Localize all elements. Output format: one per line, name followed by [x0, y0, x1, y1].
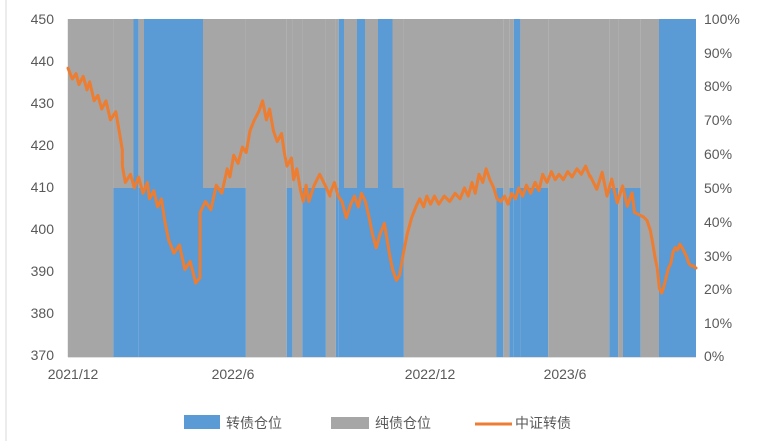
svg-text:50%: 50% — [704, 180, 732, 196]
svg-text:450: 450 — [31, 11, 55, 27]
svg-text:390: 390 — [31, 263, 55, 279]
svg-text:90%: 90% — [704, 45, 732, 61]
svg-text:纯债仓位: 纯债仓位 — [375, 415, 431, 431]
svg-text:20%: 20% — [704, 281, 732, 297]
svg-text:440: 440 — [31, 53, 55, 69]
svg-text:60%: 60% — [704, 146, 732, 162]
svg-text:10%: 10% — [704, 315, 732, 331]
svg-text:370: 370 — [31, 347, 55, 363]
svg-text:0%: 0% — [704, 348, 724, 364]
svg-text:30%: 30% — [704, 248, 732, 264]
svg-text:420: 420 — [31, 137, 55, 153]
svg-text:2021/12: 2021/12 — [48, 366, 99, 382]
svg-text:400: 400 — [31, 221, 55, 237]
svg-text:410: 410 — [31, 179, 55, 195]
svg-text:转债仓位: 转债仓位 — [226, 415, 282, 431]
svg-text:中证转债: 中证转债 — [515, 415, 571, 431]
svg-text:380: 380 — [31, 305, 55, 321]
svg-text:100%: 100% — [704, 11, 740, 27]
svg-text:2022/6: 2022/6 — [212, 366, 255, 382]
svg-text:430: 430 — [31, 95, 55, 111]
svg-text:40%: 40% — [704, 214, 732, 230]
svg-text:2023/6: 2023/6 — [544, 366, 587, 382]
svg-text:70%: 70% — [704, 112, 732, 128]
svg-text:2022/12: 2022/12 — [405, 366, 456, 382]
svg-text:80%: 80% — [704, 78, 732, 94]
